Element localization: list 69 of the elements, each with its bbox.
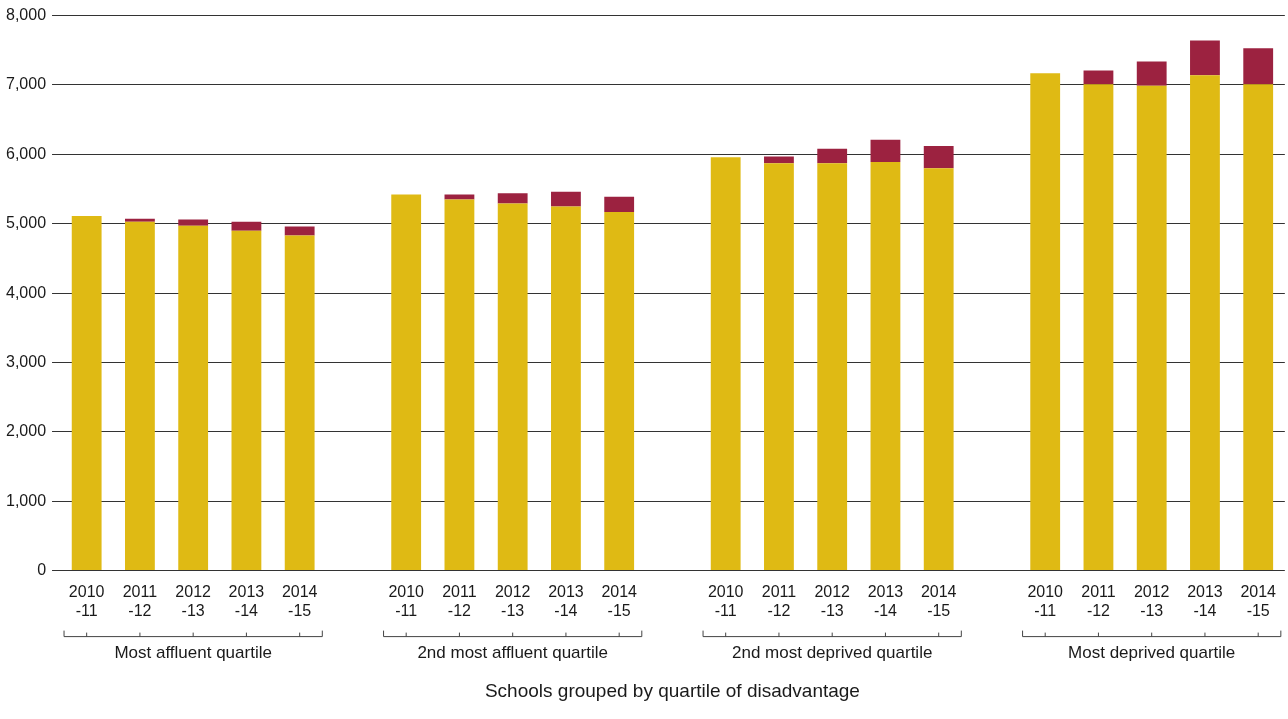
x-tick-label: 2014-15 (281, 582, 318, 619)
bar (710, 157, 741, 571)
x-tick-label: 2014-15 (601, 582, 638, 619)
y-tick-label: 2,000 (5, 422, 47, 440)
bar (497, 193, 528, 204)
y-tick-label: 3,000 (5, 352, 47, 370)
bar (604, 211, 635, 571)
y-tick-label: 5,000 (5, 214, 47, 232)
text: Most deprived quartile (1068, 643, 1236, 663)
x-tick-label: 2013-14 (1187, 582, 1223, 619)
bar (444, 199, 475, 571)
bar (497, 203, 528, 571)
text: 2nd most deprived quartile (732, 643, 933, 663)
x-tick-label: 2011-12 (761, 582, 797, 619)
bar (870, 161, 901, 571)
x-tick-label: 2012-13 (814, 582, 851, 619)
bar (923, 146, 954, 169)
text: Most affluent quartile (114, 643, 272, 663)
x-tick-label: 2013-14 (228, 582, 265, 619)
bar (1243, 84, 1274, 571)
y-tick-label: 4,000 (5, 283, 47, 301)
bar (391, 194, 422, 571)
x-tick-label: 2013-14 (548, 582, 584, 619)
x-tick-label: 2010-11 (1027, 582, 1064, 619)
bar (1030, 73, 1061, 571)
bar (178, 225, 209, 571)
bar (1136, 61, 1167, 86)
y-tick-label: 7,000 (5, 75, 47, 93)
bar (551, 206, 581, 571)
bar (551, 191, 581, 207)
bar (1243, 48, 1274, 85)
x-axis-title: Schools grouped by quartile of disadvantage (484, 679, 860, 701)
text: 2nd most affluent quartile (417, 643, 608, 663)
bar (817, 163, 848, 571)
y-tick-label: 8,000 (5, 6, 47, 24)
bar (923, 168, 954, 571)
bar (764, 163, 794, 571)
x-tick-label: 2014-15 (1240, 582, 1277, 619)
x-tick-label: 2012-13 (175, 582, 212, 619)
bar (231, 230, 262, 571)
bar (284, 226, 315, 236)
bar (604, 196, 635, 212)
bar (764, 156, 794, 164)
x-tick-label: 2012-13 (1133, 582, 1170, 619)
x-tick-label: 2014-15 (920, 582, 957, 619)
x-tick-label: 2011-12 (122, 582, 158, 619)
bar (125, 218, 155, 222)
x-tick-label: 2010-11 (707, 582, 744, 619)
y-tick-label: 0 (37, 561, 47, 579)
bar (1190, 75, 1220, 571)
x-tick-label: 2012-13 (494, 582, 531, 619)
x-tick-label: 2010-11 (388, 582, 425, 619)
bar (1083, 70, 1114, 85)
bar (870, 139, 901, 162)
y-tick-label: 1,000 (5, 491, 47, 509)
bar (231, 221, 262, 231)
x-tick-label: 2010-11 (68, 582, 105, 619)
bar (1083, 84, 1114, 571)
bar (125, 221, 155, 571)
bar (178, 219, 209, 226)
bar (817, 148, 848, 164)
bar (1190, 40, 1220, 76)
bar (284, 235, 315, 571)
x-tick-label: 2011-12 (1081, 582, 1116, 619)
x-tick-label: 2013-14 (867, 582, 904, 619)
x-tick-label: 2011-12 (442, 582, 477, 619)
y-tick-label: 6,000 (5, 144, 47, 162)
bar (1136, 85, 1167, 571)
bar (71, 216, 102, 571)
